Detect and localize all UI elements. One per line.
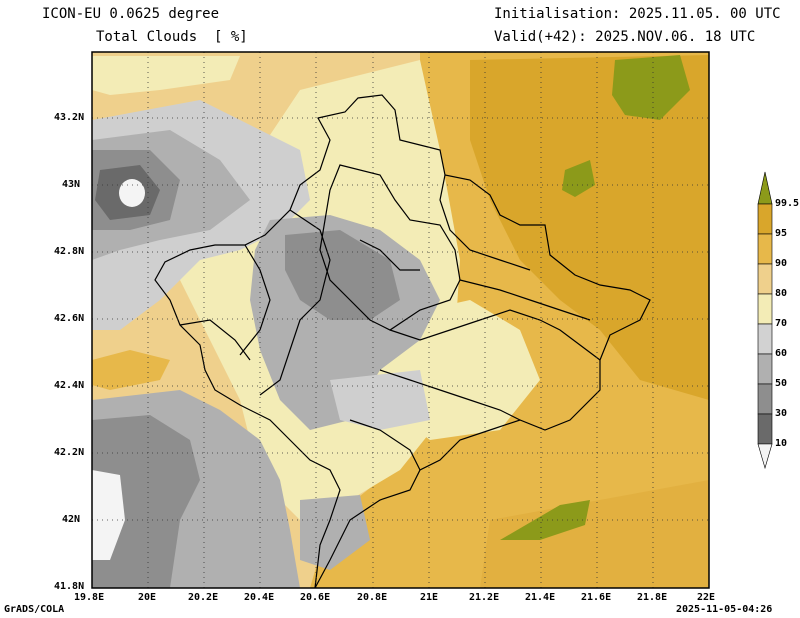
cloud-80-n [250,55,330,95]
municipality-central [319,164,461,331]
cloud-99-patch [562,160,595,197]
x-tick: 22E [697,592,716,603]
x-tick: 20.6E [300,592,331,603]
cloud-99-south [500,500,590,540]
colorbar-label: 30 [775,408,788,419]
cloud-50-south [300,495,370,570]
credit: GrADS/COLA [4,604,65,615]
municipality-line-2 [359,239,420,271]
timestamp: 2025-11-05-04:26 [676,604,773,615]
cloud-95-east [470,55,709,400]
municipality-line-8 [239,244,271,356]
cloud-90-west [92,350,170,390]
y-tick: 42.6N [54,313,85,324]
variable-title: Total Clouds [ %] [96,29,248,45]
municipality-line-3 [389,309,601,361]
colorbar-label: 70 [775,318,788,329]
y-tick: 41.8N [54,581,85,592]
y-tick: 42.2N [54,447,85,458]
cloud-0-sw [92,470,125,560]
x-tick: 19.8E [74,592,105,603]
x-tick: 21.4E [525,592,556,603]
y-tick: 43N [62,179,81,190]
x-tick: 21.8E [637,592,668,603]
x-tick: 20.2E [188,592,219,603]
plot-frame [91,51,710,589]
colorbar-label: 10 [775,438,788,449]
cloud-95-south [480,480,709,588]
colorbar-label: 50 [775,378,788,389]
x-tick: 20E [138,592,157,603]
colorbar-label: 80 [775,288,788,299]
colorbar-label: 95 [775,228,788,239]
country-borders [154,94,651,589]
y-tick: 42.4N [54,380,85,391]
cloud-30-sw [92,415,200,588]
cloud-0-clear [119,179,145,207]
colorbar [757,171,773,470]
cloud-99-ne [612,55,690,120]
cloud-fields [92,52,709,588]
x-tick: 21.6E [581,592,612,603]
x-tick: 20.4E [244,592,275,603]
y-tick: 42N [62,514,81,525]
model-title: ICON-EU 0.0625 degree [42,6,220,22]
colorbar-label: 60 [775,348,788,359]
municipality-line-9 [179,319,251,361]
x-tick: 21.2E [469,592,500,603]
municipality-line-1 [259,209,331,396]
y-tick: 43.2N [54,112,85,123]
colorbar-label: 90 [775,258,788,269]
colorbar-label: 99.5 [775,198,800,209]
municipality-line-4 [379,369,521,421]
cloud-30-center [285,230,400,320]
municipality-line-5 [349,419,421,471]
y-tick: 42.8N [54,246,85,257]
cloud-70-nw [92,56,240,95]
x-tick: 20.8E [357,592,388,603]
border-kosovo-east [314,94,651,589]
x-tick: 21E [420,592,439,603]
valid-time: Valid(+42): 2025.NOV.06. 18 UTC [494,29,756,45]
municipality-line-6 [459,279,591,321]
init-time: Initialisation: 2025.11.05. 00 UTC [494,6,781,22]
municipality-line-7 [439,174,531,271]
cloud-60-center-s [330,370,430,430]
